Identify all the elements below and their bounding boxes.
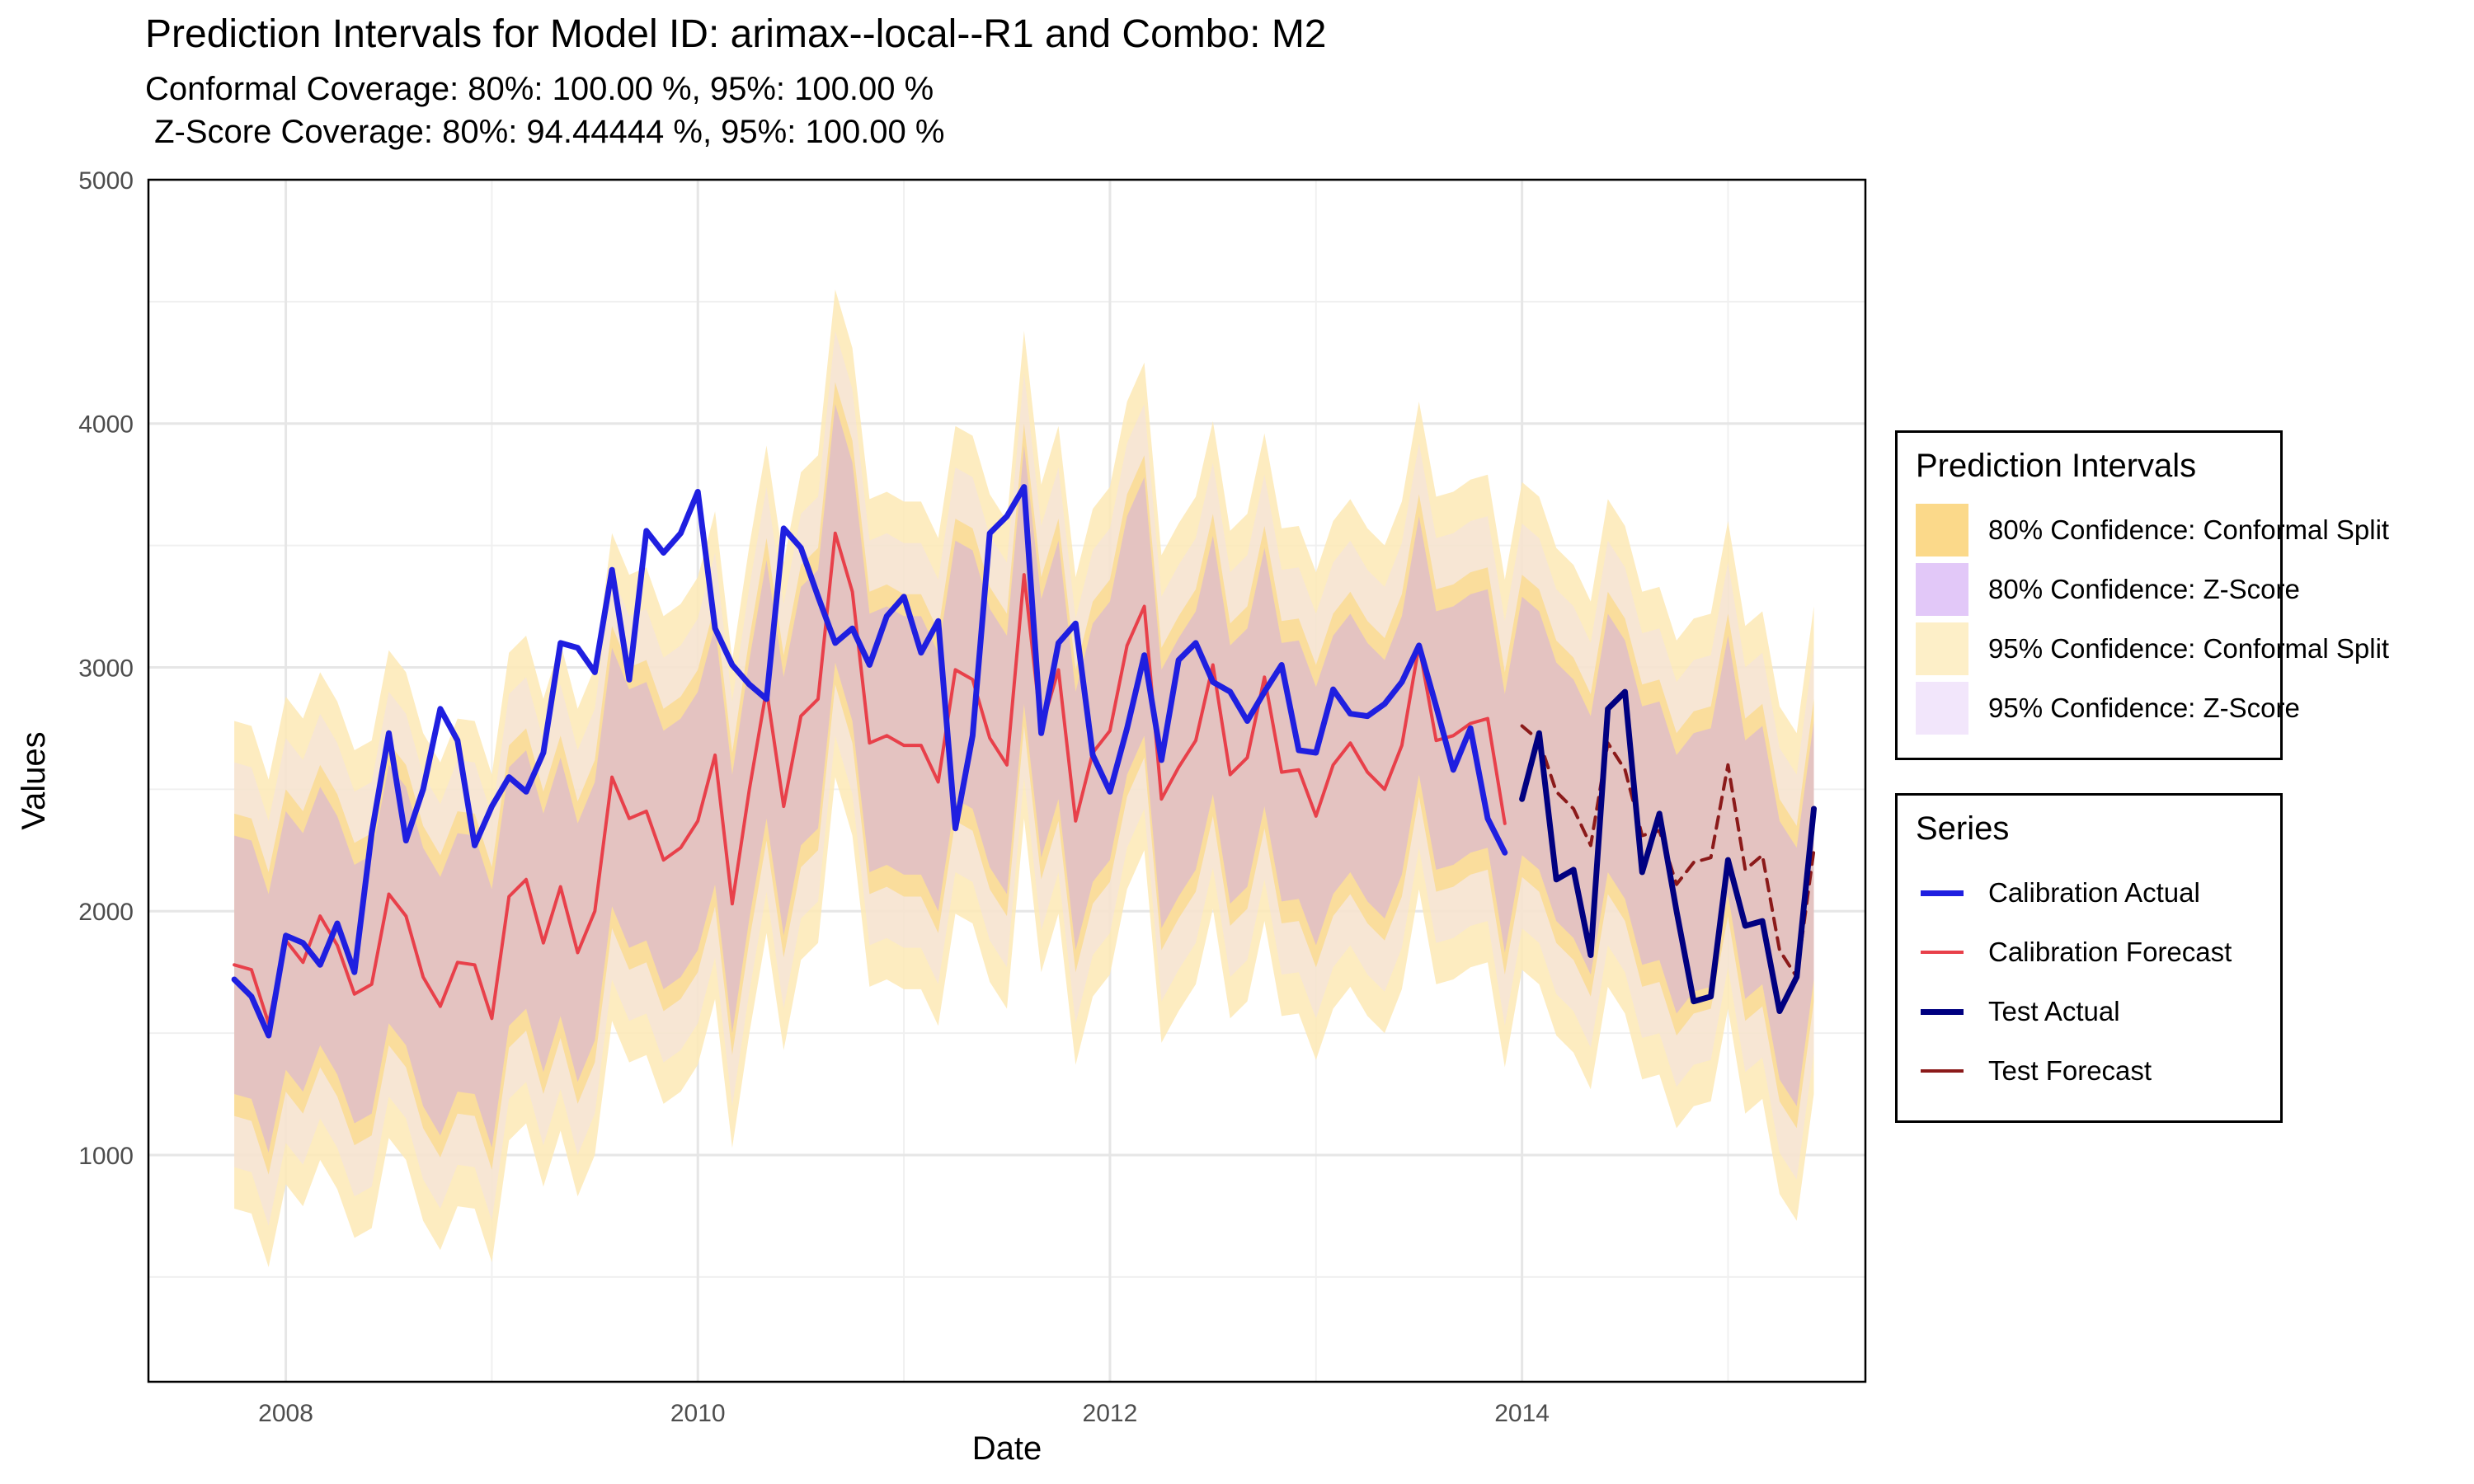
legend-key-test-actual <box>1916 985 1968 1038</box>
legend-item-test-forecast: Test Forecast <box>1916 1045 2152 1097</box>
plot-border <box>147 178 1867 1383</box>
legend-item-80-zscore: 80% Confidence: Z-Score <box>1916 563 2300 616</box>
x-tick-label: 2008 <box>258 1400 313 1427</box>
legend-item-95-conformal: 95% Confidence: Conformal Split <box>1916 622 2389 675</box>
legend-label-80-conformal: 80% Confidence: Conformal Split <box>1988 514 2390 545</box>
legend-item-test-actual: Test Actual <box>1916 985 2120 1038</box>
test-forecast-line <box>1520 724 1816 979</box>
y-tick-label: 4000 <box>78 411 134 439</box>
x-tick-label: 2014 <box>1494 1400 1550 1427</box>
legend-key-calibration-forecast <box>1916 926 1968 979</box>
calibration-forecast-line <box>233 531 1507 1026</box>
legend-swatch-95-zscore <box>1916 682 1968 735</box>
band-80-zscore <box>234 404 1814 1153</box>
legend-item-80-conformal: 80% Confidence: Conformal Split <box>1916 504 2389 556</box>
legend-swatch-80-zscore <box>1916 563 1968 616</box>
y-tick-label: 2000 <box>78 899 134 926</box>
legend-key-test-forecast <box>1916 1045 1968 1097</box>
x-axis-title: Date <box>972 1430 1042 1467</box>
legend-label-test-actual: Test Actual <box>1988 996 2120 1026</box>
y-tick-label: 5000 <box>78 167 134 195</box>
y-tick-label: 3000 <box>78 655 134 682</box>
legend-label-calibration-actual: Calibration Actual <box>1988 877 2200 908</box>
legend-series: Series Calibration Actual Calibration Fo… <box>1895 793 2283 1123</box>
chart-title: Prediction Intervals for Model ID: arima… <box>145 12 1327 56</box>
calibration-actual-line <box>231 484 1508 1039</box>
legend-intervals-title: Prediction Intervals <box>1916 448 2197 484</box>
legend-swatch-80-conformal <box>1916 504 1968 556</box>
legend-label-test-forecast: Test Forecast <box>1988 1055 2152 1086</box>
y-tick-label: 1000 <box>78 1143 134 1170</box>
legend-label-95-conformal: 95% Confidence: Conformal Split <box>1988 633 2390 664</box>
x-tick-label: 2010 <box>670 1400 726 1427</box>
legend-prediction-intervals: Prediction Intervals 80% Confidence: Con… <box>1895 430 2389 760</box>
legend-item-calibration-actual: Calibration Actual <box>1916 866 2200 919</box>
legend-label-80-zscore: 80% Confidence: Z-Score <box>1988 574 2300 604</box>
band-80-conformal <box>234 382 1814 1175</box>
legend-swatch-95-conformal <box>1916 622 1968 675</box>
legend-key-calibration-actual <box>1916 866 1968 919</box>
legend-item-95-zscore: 95% Confidence: Z-Score <box>1916 682 2300 735</box>
legend-series-title: Series <box>1916 810 2010 847</box>
y-axis-title: Values <box>16 731 52 829</box>
chart-subtitle-zscore: Z-Score Coverage: 80%: 94.44444 %, 95%: … <box>145 114 945 150</box>
x-tick-label: 2012 <box>1083 1400 1138 1427</box>
legend-label-95-zscore: 95% Confidence: Z-Score <box>1988 693 2300 723</box>
chart-subtitle-conformal: Conformal Coverage: 80%: 100.00 %, 95%: … <box>145 71 934 107</box>
legend-label-calibration-forecast: Calibration Forecast <box>1988 937 2232 967</box>
legend-item-calibration-forecast: Calibration Forecast <box>1916 926 2232 979</box>
test-actual-line <box>1519 688 1817 1014</box>
